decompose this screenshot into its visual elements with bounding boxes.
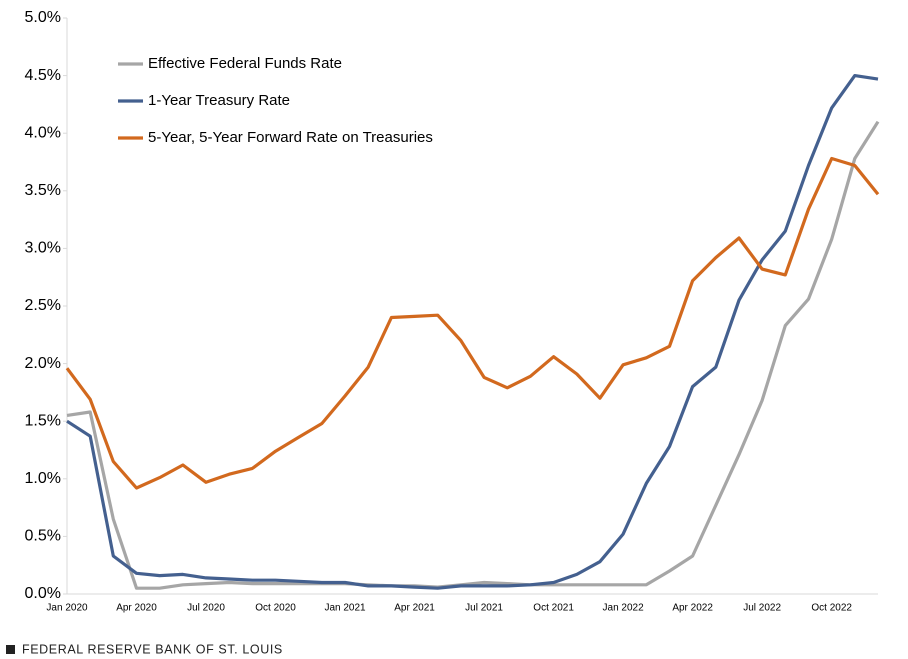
- source: FEDERAL RESERVE BANK OF ST. LOUIS: [22, 642, 283, 656]
- x-tick-label: Jan 2022: [603, 603, 645, 614]
- x-tick-label: Oct 2020: [255, 603, 296, 614]
- x-tick-label: Jan 2021: [324, 603, 366, 614]
- x-tick-label: Oct 2022: [811, 603, 852, 614]
- y-tick-label: 0.0%: [25, 585, 61, 602]
- x-tick-label: Jul 2020: [187, 603, 225, 614]
- y-tick-label: 4.0%: [25, 124, 61, 141]
- x-tick-label: Apr 2020: [116, 603, 157, 614]
- legend-label: 5-Year, 5-Year Forward Rate on Treasurie…: [148, 129, 433, 146]
- y-tick-label: 1.0%: [25, 470, 61, 487]
- y-tick-label: 1.5%: [25, 412, 61, 429]
- x-tick-label: Apr 2021: [394, 603, 435, 614]
- legend-label: 1-Year Treasury Rate: [148, 92, 290, 109]
- y-tick-label: 2.5%: [25, 297, 61, 314]
- y-tick-label: 3.5%: [25, 182, 61, 199]
- x-tick-label: Jul 2021: [465, 603, 503, 614]
- legend-label: Effective Federal Funds Rate: [148, 55, 342, 72]
- y-tick-label: 4.5%: [25, 67, 61, 84]
- series-line: [65, 156, 880, 490]
- series-line: [66, 120, 880, 590]
- x-tick-label: Jan 2020: [46, 603, 88, 614]
- x-tick-label: Jul 2022: [743, 603, 781, 614]
- x-tick-label: Oct 2021: [533, 603, 574, 614]
- source-marker: [6, 645, 15, 654]
- y-tick-label: 2.0%: [25, 355, 61, 372]
- y-tick-label: 5.0%: [25, 9, 61, 26]
- y-tick-label: 3.0%: [25, 240, 61, 257]
- y-tick-label: 0.5%: [25, 528, 61, 545]
- x-tick-label: Apr 2022: [672, 603, 713, 614]
- series-line: [66, 74, 879, 590]
